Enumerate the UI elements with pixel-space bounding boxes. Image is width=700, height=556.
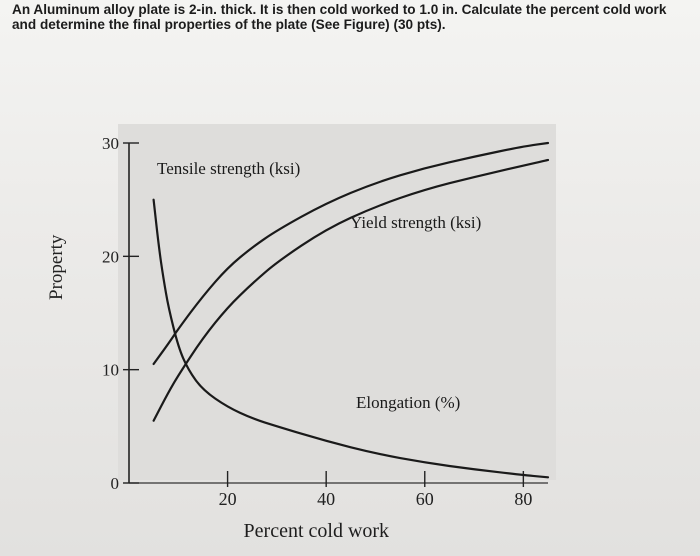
tensile-strength-label: Tensile strength (ksi) bbox=[157, 159, 300, 178]
y-tick-label-0: 0 bbox=[111, 474, 120, 493]
y-tick-label-10: 10 bbox=[102, 361, 119, 380]
y-tick-label-20: 20 bbox=[102, 247, 119, 266]
x-tick-label-40: 40 bbox=[317, 489, 335, 509]
figure-panel bbox=[118, 124, 556, 480]
y-tick-label-30: 30 bbox=[102, 134, 119, 153]
x-tick-label-20: 20 bbox=[219, 489, 237, 509]
yield-strength-label: Yield strength (ksi) bbox=[350, 213, 481, 232]
x-tick-label-60: 60 bbox=[416, 489, 434, 509]
question-text: An Aluminum alloy plate is 2-in. thick. … bbox=[12, 2, 667, 32]
x-tick-label-80: 80 bbox=[514, 489, 532, 509]
x-axis-title: Percent cold work bbox=[244, 520, 390, 542]
yield-strength-curve bbox=[152, 158, 550, 422]
elongation-label: Elongation (%) bbox=[356, 393, 460, 412]
elongation-curve bbox=[152, 198, 550, 479]
